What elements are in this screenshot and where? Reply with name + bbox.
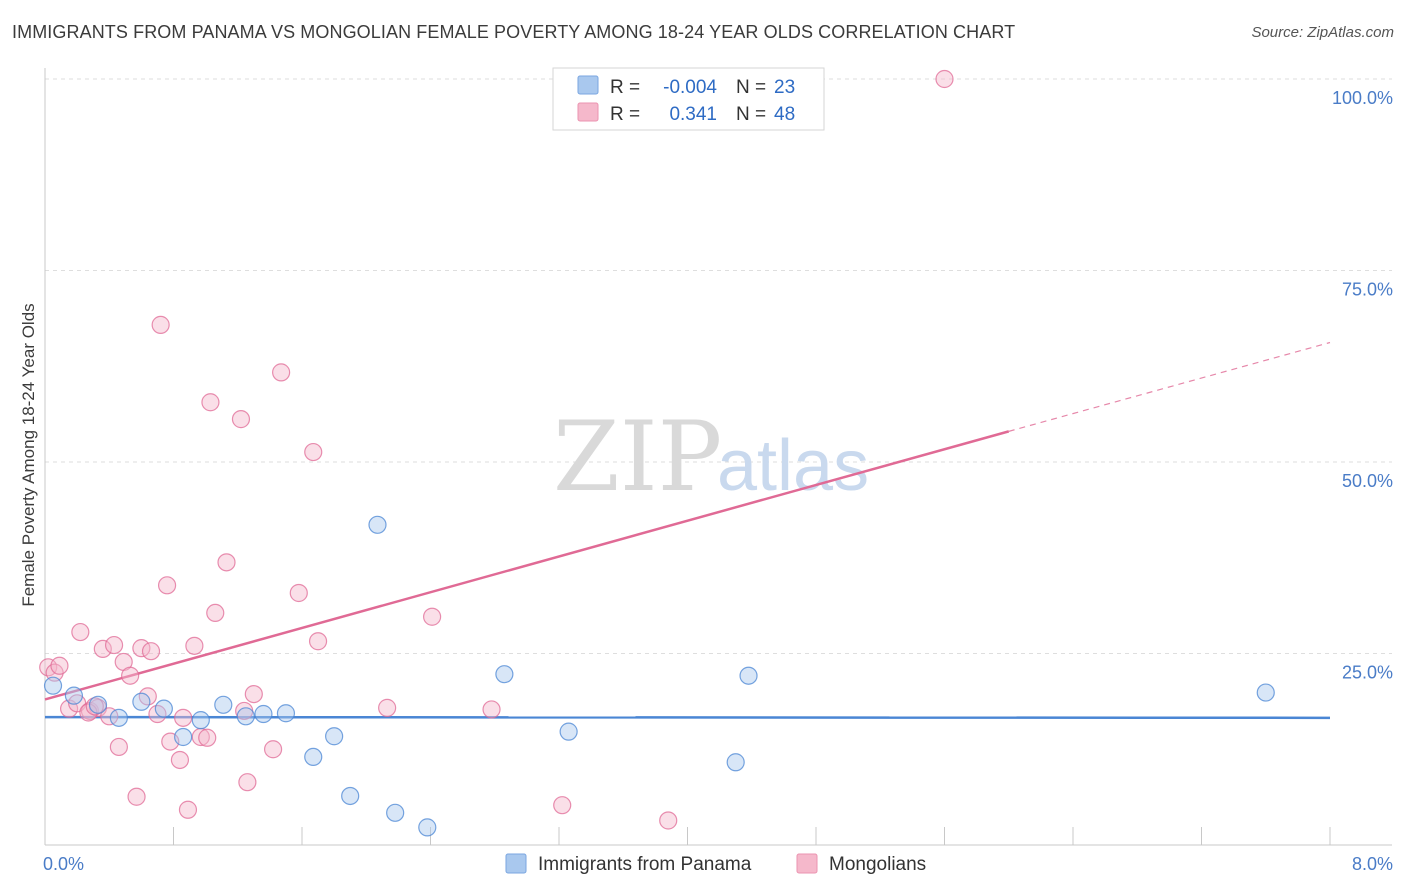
legend-r-label-blue: R = (610, 77, 640, 98)
trend-extension-mongolian (1008, 341, 1331, 432)
grid-lines (45, 78, 1392, 654)
point-panama (559, 722, 578, 741)
point-mongolian (174, 708, 193, 727)
point-mongolian (198, 728, 217, 747)
x-tick-label: 8.0% (1352, 854, 1393, 874)
point-panama (341, 786, 360, 806)
legend-n-label-blue: N = (736, 77, 766, 98)
point-panama (386, 803, 405, 822)
legend-r-label-pink: R = (610, 104, 640, 125)
point-panama (726, 753, 745, 772)
series-label-pink: Mongolians (829, 854, 926, 875)
y-tick-label: 50.0% (1342, 471, 1393, 491)
point-mongolian (121, 666, 140, 685)
legend-r-value-blue: -0.004 (663, 77, 717, 98)
point-panama (254, 704, 273, 724)
y-tick-label: 25.0% (1342, 663, 1393, 683)
point-mongolian (157, 576, 177, 595)
point-panama (1256, 683, 1275, 702)
point-panama (154, 699, 173, 718)
point-mongolian (141, 642, 161, 661)
point-panama (739, 666, 758, 685)
y-tick-labels: 25.0% 50.0% 75.0% 100.0% (1332, 88, 1393, 683)
watermark: ZIP atlas (553, 401, 869, 513)
data-points (39, 69, 1275, 837)
series-swatch-pink (796, 853, 818, 874)
point-mongolian (217, 553, 236, 572)
point-mongolian (289, 583, 308, 603)
y-axis-title: Female Poverty Among 18-24 Year Olds (19, 303, 38, 606)
point-mongolian (378, 698, 397, 717)
point-mongolian (423, 607, 442, 626)
watermark-atlas: atlas (717, 426, 869, 506)
legend-n-value-pink: 48 (774, 104, 795, 125)
point-mongolian (170, 750, 190, 770)
legend-swatch-pink (577, 102, 599, 122)
watermark-zip: ZIP (553, 401, 722, 513)
legend-swatch-blue (577, 75, 599, 95)
point-mongolian (201, 393, 220, 412)
axes (44, 68, 1392, 846)
x-tick-labels: 0.0% 8.0% (43, 854, 1393, 874)
source-credit: Source: ZipAtlas.com (1251, 24, 1394, 41)
point-mongolian (185, 636, 204, 655)
point-panama (174, 727, 193, 747)
point-mongolian (93, 639, 112, 659)
point-mongolian (151, 315, 170, 334)
point-mongolian (104, 635, 124, 655)
point-mongolian (206, 603, 225, 623)
point-mongolian (178, 800, 198, 819)
point-mongolian (71, 622, 90, 642)
point-panama (88, 695, 108, 714)
point-mongolian (308, 632, 328, 651)
point-panama (132, 692, 151, 711)
point-mongolian (231, 410, 251, 429)
point-mongolian (553, 796, 572, 815)
point-mongolian (935, 69, 954, 89)
point-mongolian (244, 684, 263, 704)
y-tick-label: 75.0% (1342, 280, 1393, 300)
legend-n-label-pink: N = (736, 104, 766, 125)
point-mongolian (238, 773, 257, 792)
point-panama (43, 676, 63, 695)
point-mongolian (659, 811, 678, 830)
correlation-legend: R = -0.004 N = 23 R = 0.341 N = 48 (552, 67, 825, 131)
trend-line-mongolian (44, 430, 1010, 701)
series-legend: Immigrants from Panama Mongolians (505, 853, 926, 875)
point-mongolian (127, 787, 146, 806)
y-tick-label: 100.0% (1332, 88, 1393, 108)
point-panama (214, 695, 233, 714)
point-mongolian (482, 700, 501, 719)
point-mongolian (263, 740, 283, 759)
point-mongolian (304, 442, 323, 462)
series-label-blue: Immigrants from Panama (538, 854, 752, 875)
chart-title: IMMIGRANTS FROM PANAMA VS MONGOLIAN FEMA… (12, 22, 1016, 42)
point-mongolian (109, 737, 128, 757)
x-tick-label: 0.0% (43, 854, 84, 874)
point-panama (191, 711, 210, 730)
point-panama (304, 747, 323, 767)
point-panama (495, 665, 514, 684)
point-panama (109, 708, 128, 727)
trend-line-panama (44, 715, 1331, 720)
point-panama (236, 707, 255, 726)
point-panama (276, 704, 296, 723)
point-panama (418, 818, 437, 837)
point-mongolian (272, 363, 291, 382)
legend-n-value-blue: 23 (774, 77, 795, 98)
point-panama (325, 727, 344, 746)
series-swatch-blue (505, 853, 527, 874)
legend-r-value-pink: 0.341 (669, 104, 717, 125)
point-panama (368, 515, 387, 534)
point-mongolian (50, 656, 69, 675)
point-panama (64, 686, 84, 705)
trend-lines (44, 341, 1331, 720)
